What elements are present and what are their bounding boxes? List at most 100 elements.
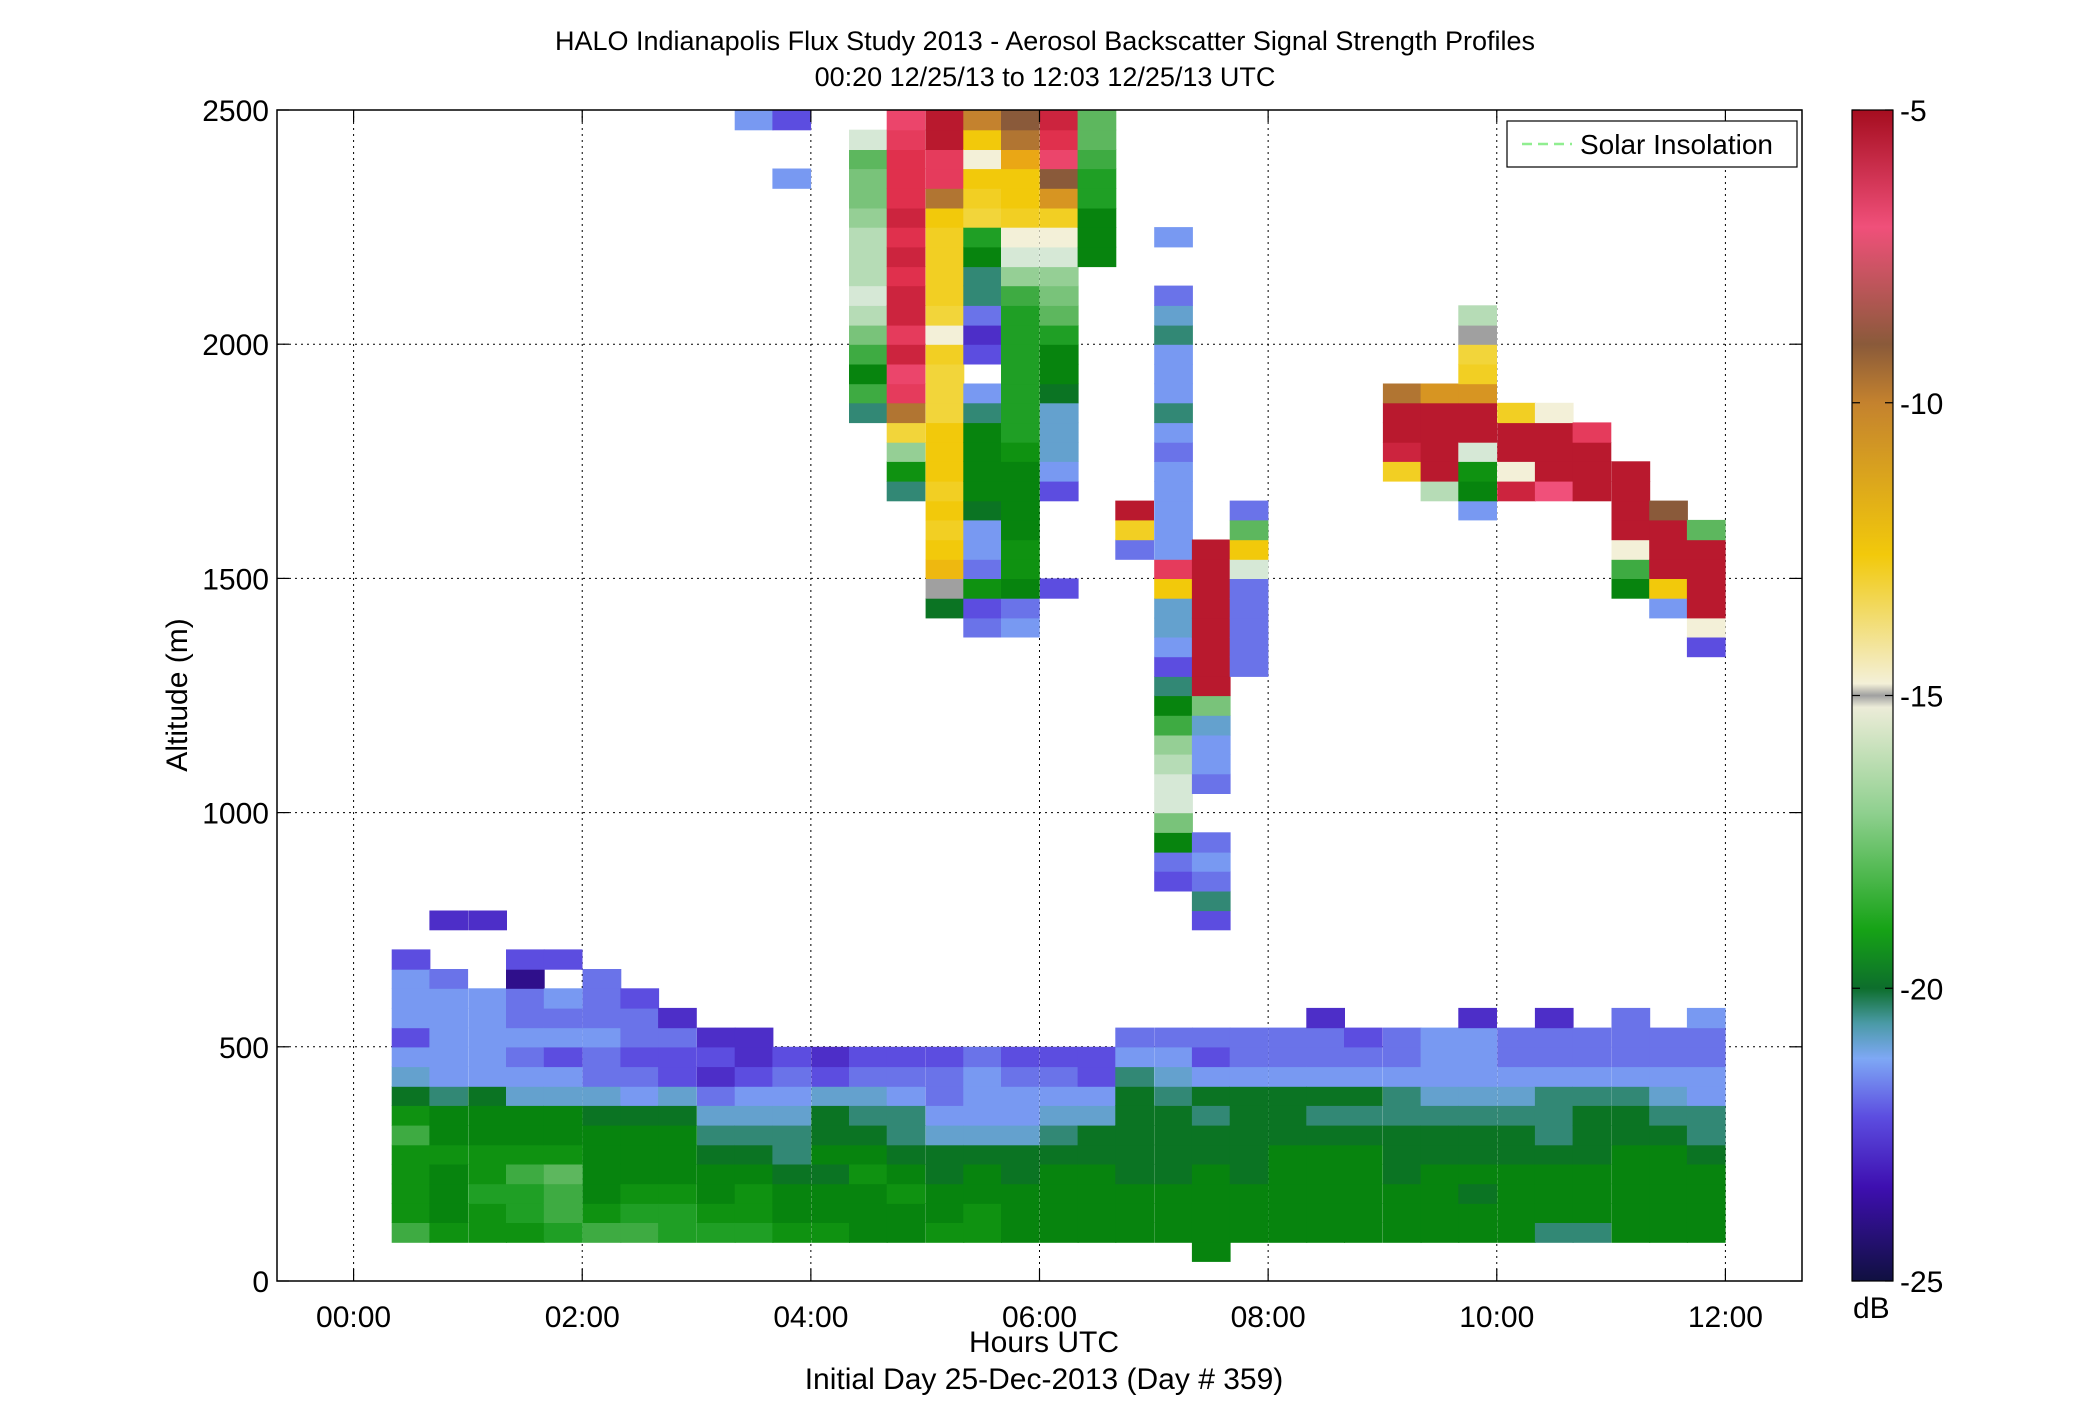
heatmap-cell [1572,1144,1612,1165]
heatmap-cell [506,1105,545,1126]
heatmap-cell [1382,1125,1422,1146]
heatmap-cell [1649,559,1688,579]
heatmap-cell [1649,1027,1688,1048]
heatmap-cell [1001,129,1040,150]
heatmap-cell [1649,578,1688,599]
heatmap-cell [1611,1125,1651,1146]
heatmap-cell [1344,1144,1383,1165]
heatmap-cell [506,949,545,970]
legend: Solar Insolation [1506,120,1798,168]
heatmap-cell [1229,519,1269,541]
heatmap-cell [1115,1046,1154,1068]
heatmap-cell [1344,1222,1383,1243]
heatmap-cell [849,363,888,385]
heatmap-cell [1382,402,1422,424]
heatmap-cell [963,188,1002,209]
heatmap-cell [1191,617,1231,638]
x-tick-label: 02:00 [545,1301,620,1334]
heatmap-cell [506,1027,545,1048]
heatmap-cell [963,207,1002,228]
x-axis-ticks: 00:00 02:00 04:00 06:00 08:00 10:00 12:00 [316,110,1763,1334]
plot-frame [276,109,1803,1282]
heatmap-cell [1458,344,1497,365]
heatmap-cell [1268,1046,1308,1068]
heatmap-cell [1191,1125,1231,1146]
x-tick-label: 04:00 [773,1301,848,1334]
heatmap-cell [1154,754,1193,775]
heatmap-cell [1420,1105,1460,1126]
heatmap-cell [506,1222,545,1243]
heatmap-cell [1458,402,1497,424]
heatmap-cell [1686,519,1726,541]
heatmap-cell [1001,149,1040,170]
heatmap-cell [1039,1203,1079,1223]
heatmap-cell [886,1222,926,1243]
heatmap-cell [506,988,545,1009]
heatmap-cell [849,1183,888,1204]
heatmap-cell [772,1183,812,1204]
heatmap-cell [658,1222,697,1243]
heatmap-cell [1458,422,1497,443]
heatmap-cell [1497,461,1536,482]
heatmap-cell [1115,1105,1154,1126]
heatmap-cell [1382,1203,1422,1223]
heatmap-cell [1686,1144,1726,1165]
heatmap-cell [1497,1066,1536,1087]
heatmap-cell [620,1105,660,1126]
heatmap-cell [1572,1203,1612,1223]
heatmap-cell [1077,246,1117,268]
heatmap-cell [1229,1163,1269,1185]
heatmap-cell [429,988,469,1009]
heatmap-cell [1534,402,1574,424]
heatmap-cell [963,168,1002,189]
heatmap-cell [734,1066,774,1087]
heatmap-cell [1344,1027,1383,1048]
heatmap-cell [468,1125,507,1146]
heatmap-cell [620,1027,660,1048]
heatmap-cell [506,1046,545,1068]
heatmap-cell [1154,500,1193,521]
heatmap-cell [1497,1086,1536,1106]
heatmap-cell [1077,1046,1117,1068]
heatmap-cell [925,363,965,385]
heatmap-cell [1001,1144,1040,1165]
heatmap-cell [886,363,926,385]
heatmap-cell [1382,461,1422,482]
heatmap-cell [1420,1046,1460,1068]
heatmap-cell [1154,734,1193,755]
heatmap-cell [1001,1105,1040,1126]
heatmap-cell [811,1144,850,1165]
heatmap-cell [963,227,1002,248]
heatmap-cell [658,1125,697,1146]
heatmap-cell [734,1163,774,1185]
heatmap-cell [620,1183,660,1204]
heatmap-cell [1649,1046,1688,1068]
heatmap-cell [1458,1046,1497,1068]
heatmap-cell [1077,188,1117,209]
heatmap-cell [925,1105,965,1126]
heatmap-cell [1154,227,1193,248]
y-tick-label: 0 [252,1266,269,1299]
heatmap-cell [1420,383,1460,404]
heatmap-cell [1077,1183,1117,1204]
heatmap-cell [886,110,926,131]
heatmap-cell [1001,442,1040,462]
heatmap-cell [963,461,1002,482]
heatmap-cell [886,461,926,482]
x-tick-label: 08:00 [1231,1301,1306,1334]
heatmap-cell [1039,1125,1079,1146]
heatmap-cell [582,1105,622,1126]
heatmap-cell [1154,656,1193,677]
heatmap-cell [963,266,1002,287]
heatmap-cell [468,1027,507,1048]
heatmap-cell [468,1046,507,1068]
heatmap-cell [1001,1086,1040,1106]
heatmap-cell [1344,1046,1383,1068]
heatmap-cell [1001,422,1040,443]
heatmap-cell [391,1203,431,1223]
heatmap-cell [391,949,431,970]
heatmap-cell [1039,129,1079,150]
heatmap-cell [1458,1105,1497,1126]
heatmap-cell [1458,500,1497,521]
heatmap-cell [1572,1066,1612,1087]
